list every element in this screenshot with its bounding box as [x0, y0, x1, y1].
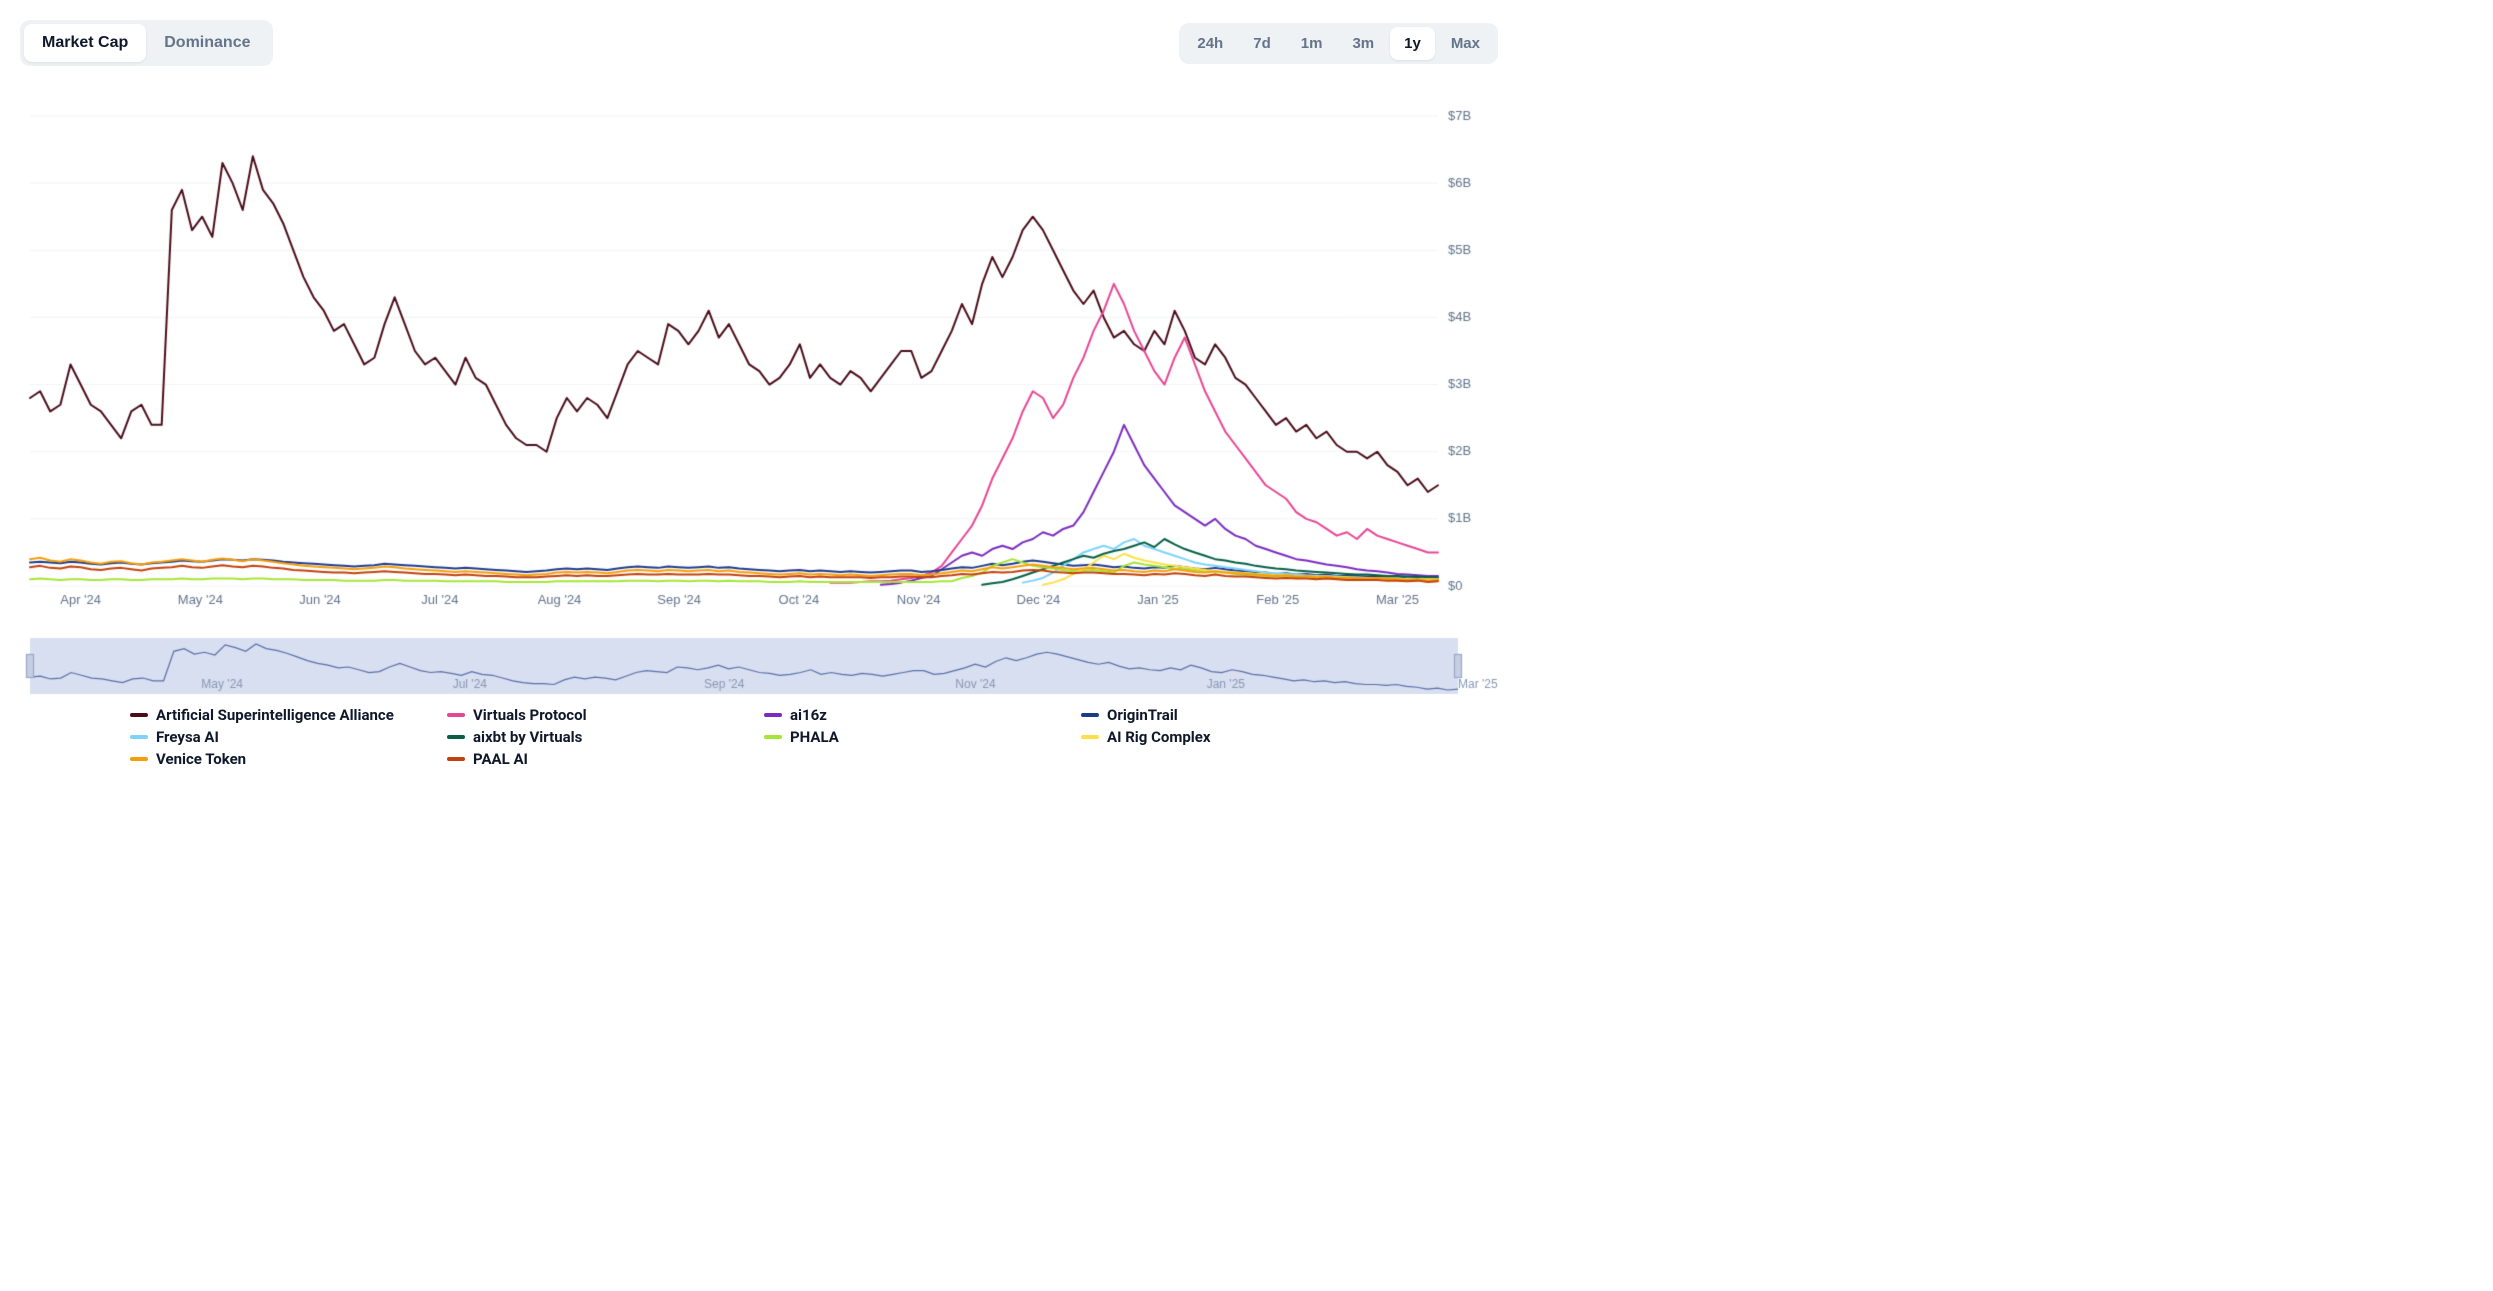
legend-swatch [130, 713, 148, 717]
range-max[interactable]: Max [1437, 27, 1494, 60]
legend-item[interactable]: ai16z [764, 706, 1071, 724]
navigator-canvas[interactable] [20, 636, 1498, 696]
legend-label: OriginTrail [1107, 706, 1178, 724]
legend-item[interactable]: Venice Token [130, 750, 437, 768]
legend-swatch [447, 757, 465, 761]
legend-swatch [1081, 735, 1099, 739]
legend-label: Artificial Superintelligence Alliance [156, 706, 394, 724]
main-chart-canvas[interactable] [20, 106, 1498, 616]
tab-dominance[interactable]: Dominance [146, 24, 268, 62]
range-1m[interactable]: 1m [1287, 27, 1337, 60]
range-tabs: 24h7d1m3m1yMax [1179, 23, 1498, 64]
legend-item[interactable]: Artificial Superintelligence Alliance [130, 706, 437, 724]
legend-swatch [1081, 713, 1099, 717]
chart-legend: Artificial Superintelligence Alliance Vir… [20, 696, 1498, 768]
legend-swatch [764, 713, 782, 717]
tab-market-cap[interactable]: Market Cap [24, 24, 146, 62]
metric-tabs: Market CapDominance [20, 20, 273, 66]
legend-label: Freysa AI [156, 728, 219, 746]
legend-label: Venice Token [156, 750, 246, 768]
legend-swatch [447, 713, 465, 717]
legend-item[interactable]: PAAL AI [447, 750, 754, 768]
legend-item[interactable]: Freysa AI [130, 728, 437, 746]
range-24h[interactable]: 24h [1183, 27, 1237, 60]
legend-swatch [130, 735, 148, 739]
header-row: Market CapDominance 24h7d1m3m1yMax [20, 20, 1498, 66]
legend-label: AI Rig Complex [1107, 728, 1210, 746]
legend-swatch [447, 735, 465, 739]
legend-label: aixbt by Virtuals [473, 728, 582, 746]
legend-item[interactable]: Virtuals Protocol [447, 706, 754, 724]
legend-label: Virtuals Protocol [473, 706, 587, 724]
range-1y[interactable]: 1y [1390, 27, 1435, 60]
legend-item[interactable]: AI Rig Complex [1081, 728, 1388, 746]
legend-item[interactable]: PHALA [764, 728, 1071, 746]
legend-label: PAAL AI [473, 750, 528, 768]
range-3m[interactable]: 3m [1338, 27, 1388, 60]
legend-label: PHALA [790, 728, 839, 746]
main-chart-area[interactable] [20, 106, 1498, 616]
range-7d[interactable]: 7d [1239, 27, 1285, 60]
navigator-area[interactable] [20, 636, 1498, 696]
legend-swatch [130, 757, 148, 761]
legend-item[interactable]: OriginTrail [1081, 706, 1388, 724]
legend-label: ai16z [790, 706, 827, 724]
legend-item[interactable]: aixbt by Virtuals [447, 728, 754, 746]
legend-swatch [764, 735, 782, 739]
